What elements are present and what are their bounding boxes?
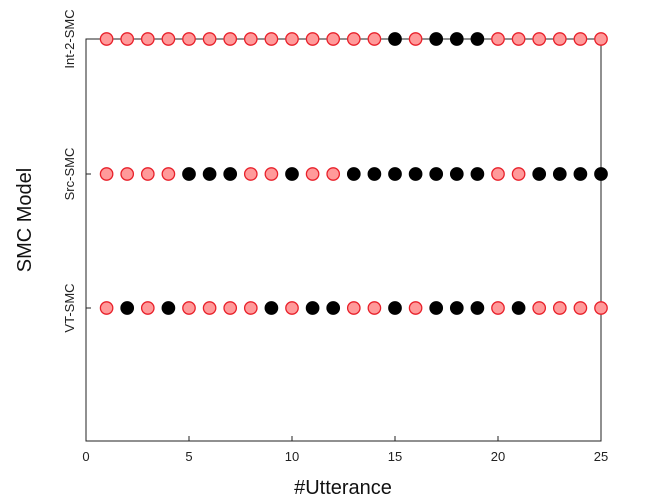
plot-area-frame <box>85 38 602 442</box>
data-point-filled <box>388 301 402 315</box>
data-point-filled <box>161 301 176 315</box>
data-point-filled <box>532 167 547 181</box>
data-points <box>99 32 608 315</box>
data-point-hollow <box>202 301 217 315</box>
data-point-hollow <box>223 301 238 315</box>
data-point-filled <box>120 301 135 315</box>
data-point-hollow <box>532 301 547 315</box>
data-point-hollow <box>223 32 238 46</box>
data-point-hollow <box>285 32 299 46</box>
data-point-filled <box>511 301 526 315</box>
data-point-filled <box>305 301 320 315</box>
data-point-filled <box>223 167 238 181</box>
data-point-filled <box>449 32 464 46</box>
data-point-hollow <box>182 32 196 46</box>
data-point-filled <box>470 301 485 315</box>
data-point-filled <box>429 167 444 181</box>
data-point-filled <box>285 167 299 181</box>
x-tick-label: 20 <box>491 449 505 464</box>
data-point-hollow <box>140 32 155 46</box>
data-point-hollow <box>326 167 341 181</box>
data-point-filled <box>202 167 217 181</box>
data-point-hollow <box>99 32 114 46</box>
x-axis-title: #Utterance <box>294 477 392 498</box>
data-point-hollow <box>140 301 155 315</box>
data-point-hollow <box>367 32 382 46</box>
x-tick-label: 25 <box>594 449 608 464</box>
y-axis-title: SMC Model <box>14 168 36 272</box>
data-point-hollow <box>243 301 258 315</box>
data-point-hollow <box>120 167 135 181</box>
x-tick-label: 15 <box>388 449 402 464</box>
data-point-hollow <box>285 301 299 315</box>
x-tick-label: 5 <box>185 449 192 464</box>
data-point-hollow <box>532 32 547 46</box>
y-tick-label-vt-smc: VT-SMC <box>62 283 77 332</box>
data-point-hollow <box>491 301 505 315</box>
data-point-hollow <box>305 167 320 181</box>
data-point-filled <box>388 32 402 46</box>
data-point-hollow <box>161 167 176 181</box>
data-point-hollow <box>346 32 361 46</box>
data-point-filled <box>449 301 464 315</box>
data-point-hollow <box>367 301 382 315</box>
data-point-hollow <box>182 301 196 315</box>
data-point-filled <box>594 167 608 181</box>
data-point-hollow <box>511 167 526 181</box>
data-point-filled <box>429 301 444 315</box>
data-point-filled <box>326 301 341 315</box>
data-point-hollow <box>552 32 567 46</box>
x-tick-label: 0 <box>82 449 89 464</box>
data-point-filled <box>346 167 361 181</box>
data-point-hollow <box>99 167 114 181</box>
data-point-hollow <box>491 32 505 46</box>
data-point-hollow <box>120 32 135 46</box>
data-point-hollow <box>161 32 176 46</box>
x-tick-label: 10 <box>285 449 299 464</box>
axis-ticks: 0 5 10 15 20 25 VT-SMC Src-SMC Int-2-SMC <box>62 9 608 464</box>
data-point-filled <box>470 32 485 46</box>
data-point-filled <box>264 301 279 315</box>
data-point-hollow <box>140 167 155 181</box>
y-tick-label-int-2-smc: Int-2-SMC <box>62 9 77 68</box>
data-point-filled <box>408 167 423 181</box>
data-point-filled <box>552 167 567 181</box>
data-point-hollow <box>408 301 423 315</box>
data-point-filled <box>388 167 402 181</box>
data-point-hollow <box>346 301 361 315</box>
data-point-hollow <box>491 167 505 181</box>
data-point-filled <box>449 167 464 181</box>
data-point-filled <box>470 167 485 181</box>
data-point-filled <box>429 32 444 46</box>
data-point-hollow <box>243 167 258 181</box>
data-point-hollow <box>408 32 423 46</box>
data-point-hollow <box>305 32 320 46</box>
data-point-hollow <box>264 167 279 181</box>
data-point-hollow <box>511 32 526 46</box>
data-point-hollow <box>326 32 341 46</box>
data-point-hollow <box>573 301 588 315</box>
data-point-filled <box>367 167 382 181</box>
data-point-hollow <box>202 32 217 46</box>
data-point-filled <box>182 167 196 181</box>
data-point-filled <box>573 167 588 181</box>
data-point-hollow <box>99 301 114 315</box>
y-tick-label-src-smc: Src-SMC <box>62 148 77 201</box>
data-point-hollow <box>243 32 258 46</box>
data-point-hollow <box>594 301 608 315</box>
data-point-hollow <box>264 32 279 46</box>
data-point-hollow <box>552 301 567 315</box>
data-point-hollow <box>573 32 588 46</box>
data-point-hollow <box>594 32 608 46</box>
